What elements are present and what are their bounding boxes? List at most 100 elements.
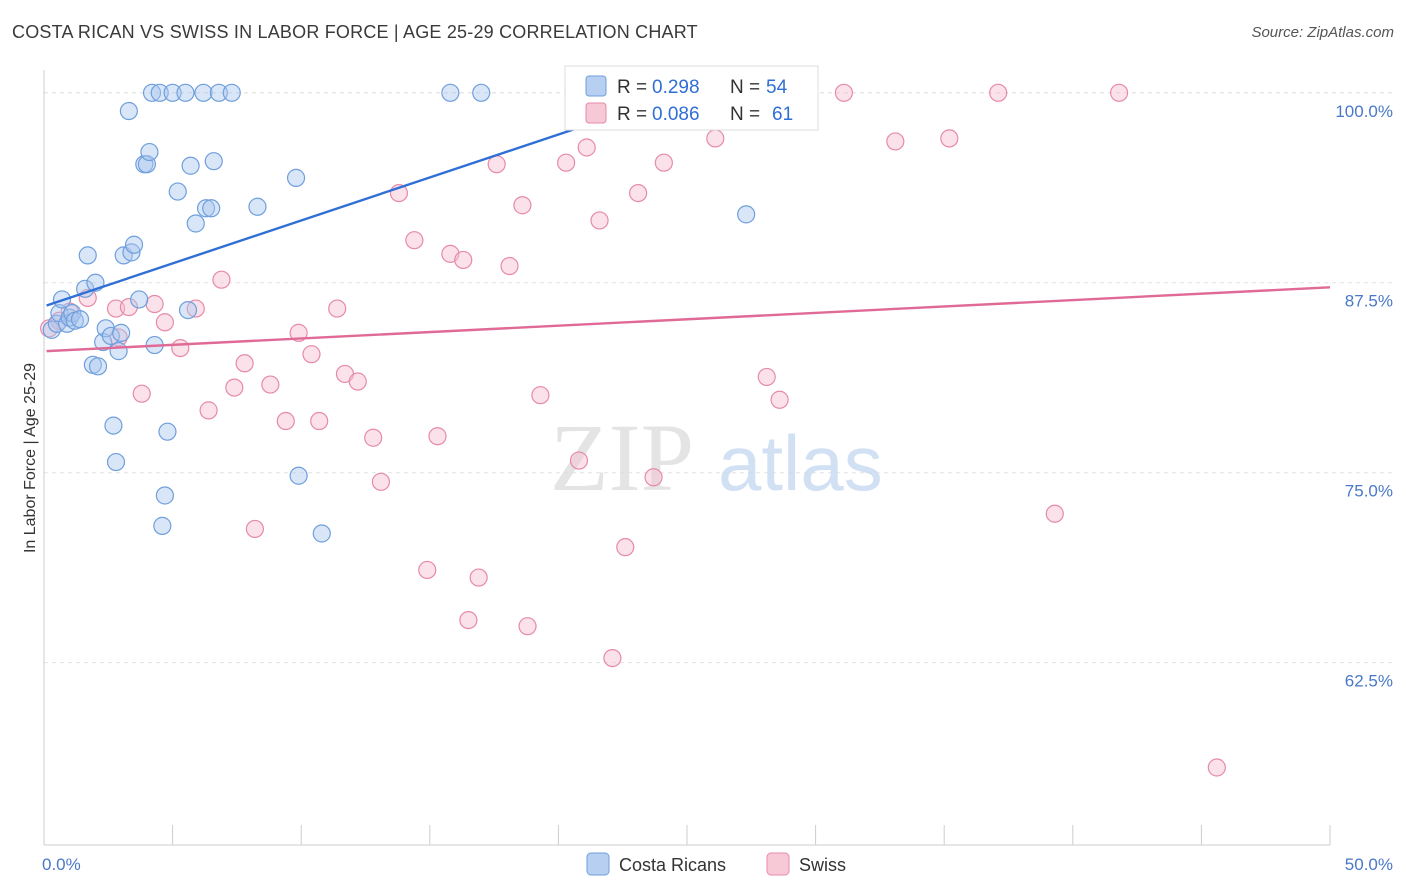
point-swiss — [940, 129, 959, 148]
series-legend: Costa Ricans Swiss — [586, 852, 846, 876]
legend-swatch-costa-ricans — [585, 75, 607, 97]
point-swiss — [557, 153, 576, 172]
point-costa-ricans — [441, 83, 460, 102]
point-costa-ricans — [248, 197, 267, 216]
point-costa-ricans — [112, 323, 131, 342]
legend-r-label-costa-ricans: R = — [617, 77, 647, 98]
bottom-legend-swatch-costa-ricans — [586, 852, 610, 876]
point-swiss — [289, 323, 308, 342]
point-swiss — [654, 153, 673, 172]
legend-n-label-costa-ricans: N = — [730, 77, 760, 98]
point-swiss — [310, 411, 329, 431]
point-costa-ricans — [88, 357, 108, 376]
point-swiss — [418, 560, 437, 580]
point-swiss — [603, 648, 622, 668]
point-swiss — [454, 250, 473, 270]
point-swiss — [518, 617, 537, 636]
point-swiss — [590, 211, 609, 230]
source-credit: Source: ZipAtlas.com — [1251, 24, 1394, 41]
y-tick-label: 75.0% — [1345, 482, 1393, 501]
legend-swatch-swiss — [585, 102, 607, 124]
legend-r-label-swiss: R = — [617, 104, 647, 125]
legend-r-value-costa-ricans: 0.298 — [652, 77, 700, 98]
point-swiss — [132, 384, 151, 403]
point-swiss — [616, 538, 635, 557]
point-swiss — [569, 451, 589, 470]
legend-box — [564, 65, 819, 131]
axes — [43, 70, 1331, 846]
point-swiss — [428, 427, 447, 446]
point-costa-ricans — [312, 524, 331, 543]
point-swiss — [834, 83, 853, 102]
watermark-atlas: atlas — [718, 419, 883, 507]
point-costa-ricans — [78, 246, 97, 265]
point-swiss — [469, 568, 488, 587]
point-swiss — [276, 411, 295, 431]
point-swiss — [302, 345, 321, 364]
trend-lines — [46, 94, 1331, 353]
point-swiss — [348, 372, 367, 391]
bottom-legend-label-costa-ricans: Costa Ricans — [619, 855, 726, 875]
y-axis-title: In Labor Force | Age 25-29 — [22, 363, 39, 553]
point-swiss — [577, 138, 596, 157]
point-costa-ricans — [104, 416, 123, 435]
point-costa-ricans — [153, 516, 172, 535]
point-costa-ricans — [106, 452, 126, 472]
point-swiss — [371, 472, 391, 491]
point-swiss — [186, 299, 205, 318]
point-swiss — [513, 196, 532, 215]
point-swiss — [212, 270, 231, 289]
y-tick-label: 87.5% — [1345, 292, 1393, 311]
point-costa-ricans — [101, 326, 120, 346]
point-costa-ricans — [202, 199, 221, 218]
point-swiss — [706, 129, 725, 148]
point-costa-ricans — [289, 466, 308, 485]
point-swiss — [405, 231, 424, 250]
point-swiss — [145, 294, 164, 314]
point-swiss — [199, 401, 218, 420]
point-costa-ricans — [130, 290, 149, 309]
point-costa-ricans — [209, 83, 228, 102]
legend-n-value-swiss: 61 — [772, 104, 793, 125]
point-costa-ricans — [140, 142, 159, 162]
point-costa-ricans — [109, 342, 128, 361]
legend-n-value-costa-ricans: 54 — [766, 77, 788, 98]
watermark: ZIP atlas — [550, 404, 883, 511]
point-costa-ricans — [737, 205, 756, 224]
point-swiss — [155, 313, 174, 332]
point-swiss — [171, 338, 190, 358]
point-costa-ricans — [186, 214, 205, 233]
point-costa-ricans — [150, 83, 169, 102]
point-swiss — [1109, 83, 1129, 102]
x-tick-label-min: 0.0% — [42, 855, 81, 874]
x-tick-label-max: 50.0% — [1345, 855, 1393, 874]
correlation-legend: R = 0.298 N = 54 R = 0.086 N = 61 — [564, 65, 819, 131]
point-swiss — [459, 610, 478, 630]
trend-line-costa-ricans — [46, 94, 675, 307]
y-tick-label: 62.5% — [1345, 672, 1393, 691]
point-costa-ricans — [158, 422, 177, 441]
point-swiss — [225, 378, 244, 397]
point-costa-ricans — [286, 168, 306, 187]
point-swiss — [364, 428, 383, 447]
point-costa-ricans — [163, 83, 182, 102]
point-swiss — [886, 132, 905, 151]
point-costa-ricans — [168, 182, 187, 201]
y-tick-label: 100.0% — [1335, 102, 1393, 121]
tick-labels: 62.5% 75.0% 87.5% 100.0% 0.0% 50.0% — [42, 102, 1393, 874]
grid-lines — [44, 92, 1395, 664]
point-swiss — [119, 297, 138, 317]
point-costa-ricans — [155, 486, 174, 505]
point-costa-ricans — [176, 83, 195, 102]
watermark-zip: ZIP — [550, 404, 694, 511]
chart-title: COSTA RICAN VS SWISS IN LABOR FORCE | AG… — [12, 22, 698, 42]
bottom-legend-label-swiss: Swiss — [799, 855, 846, 875]
legend-r-value-swiss: 0.086 — [652, 104, 700, 125]
point-costa-ricans — [194, 83, 213, 102]
point-costa-ricans — [204, 152, 223, 171]
point-costa-ricans — [119, 101, 138, 121]
point-swiss — [235, 354, 254, 373]
point-swiss — [531, 386, 550, 405]
point-swiss — [245, 519, 265, 539]
